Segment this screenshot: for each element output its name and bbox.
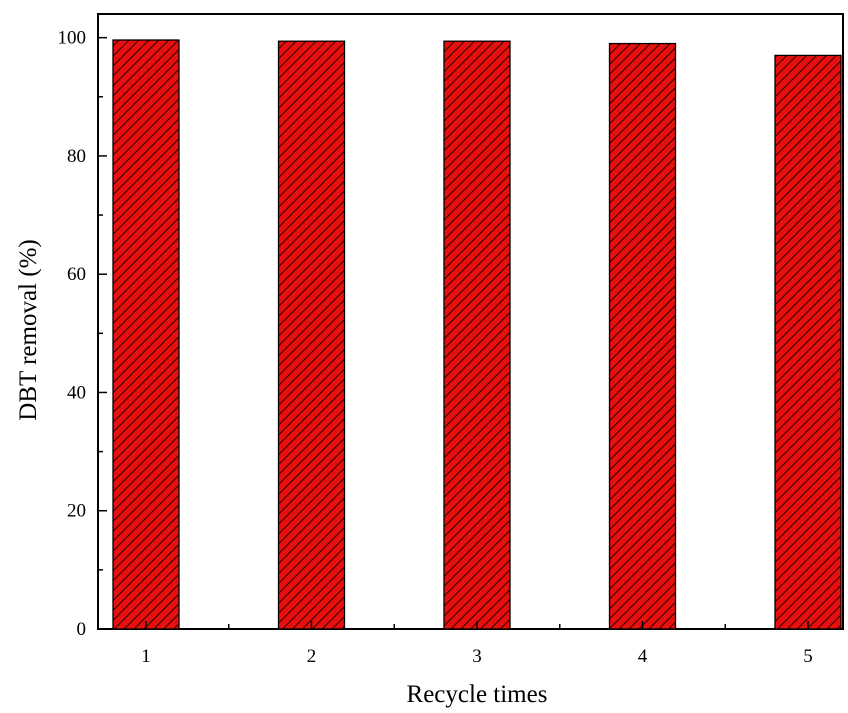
- x-tick-label: 4: [638, 646, 648, 667]
- y-tick-label: 40: [67, 382, 86, 403]
- bar-3: [443, 40, 511, 630]
- x-tick-label: 1: [141, 646, 151, 667]
- x-tick-label: 3: [472, 646, 482, 667]
- bars: [112, 39, 842, 630]
- x-axis: 1 2 3 4 5: [141, 621, 813, 667]
- x-tick-label: 2: [307, 646, 317, 667]
- y-tick-label: 80: [67, 146, 86, 167]
- bar-5: [774, 54, 842, 630]
- x-axis-title: Recycle times: [407, 681, 548, 708]
- y-tick-label: 20: [67, 501, 86, 522]
- y-axis: 0 20 40 60 80 100: [58, 28, 107, 640]
- y-axis-title: DBT removal (%): [15, 239, 42, 420]
- bar-2: [277, 40, 346, 630]
- y-tick-label: 60: [67, 264, 86, 285]
- bar-4: [608, 42, 677, 630]
- y-tick-label: 100: [58, 28, 87, 49]
- y-tick-label: 0: [77, 619, 87, 640]
- x-tick-label: 5: [803, 646, 813, 667]
- bar-1: [112, 39, 180, 630]
